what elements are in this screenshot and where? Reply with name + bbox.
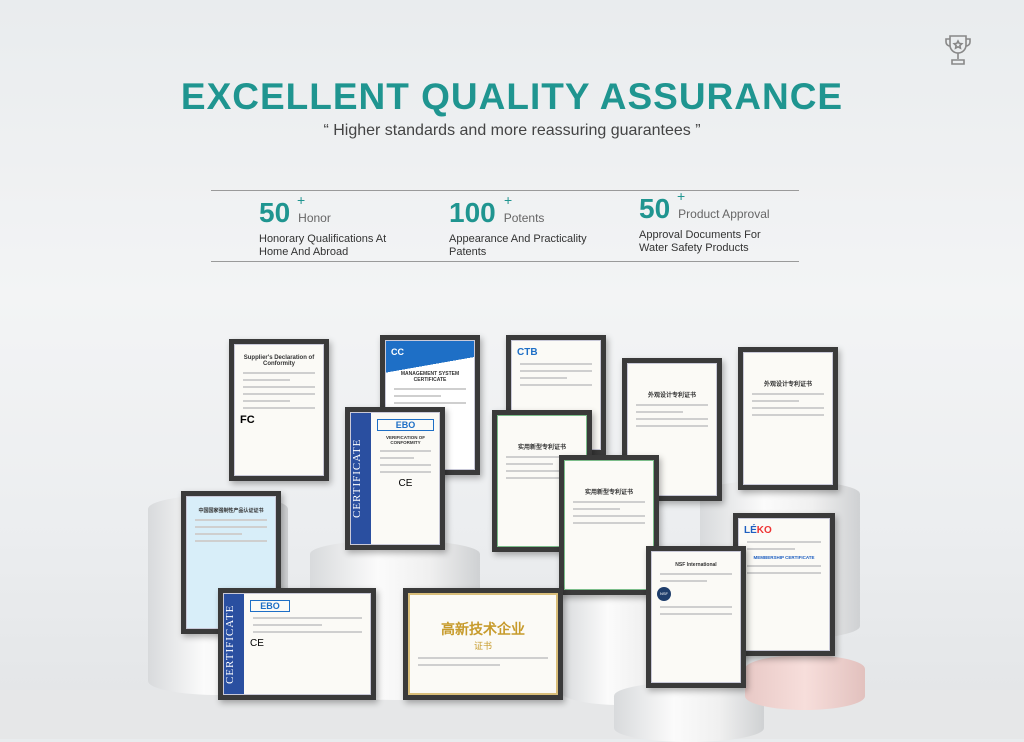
divider [211, 261, 799, 262]
stat-description: Honorary Qualifications At Home And Abro… [259, 233, 387, 258]
cert-title: 高新技术企业 [441, 622, 525, 638]
stat-unit: Potents [503, 211, 545, 225]
cc-logo: CC [391, 347, 404, 357]
stat-description: Approval Documents For Water Safety Prod… [639, 229, 761, 254]
cert-title: 外观设计专利证书 [763, 382, 812, 388]
pedestal-pink [745, 655, 865, 710]
stat-unit: Product Approval [678, 207, 770, 221]
cert-title: Supplier's Declaration of Conformity [243, 355, 315, 367]
certificate-utility-patent: 实用新型专利证书 [559, 455, 659, 595]
ebo-logo: EBO [377, 419, 434, 431]
ctb-logo: CTB [517, 347, 538, 358]
cert-title: VERIFICATION OF CONFORMITY [386, 435, 425, 445]
nsf-logo: NSF [657, 587, 671, 601]
cert-title: MEMBERSHIP CERTIFICATE [753, 555, 815, 560]
plus: + [297, 192, 306, 208]
cert-side-label: CERTIFICATE [224, 594, 244, 694]
ce-mark: CE [250, 638, 264, 649]
plus: + [677, 188, 686, 204]
certificate-nsf: NSF International NSF [646, 546, 746, 688]
cert-subtitle: 证书 [473, 641, 492, 651]
stat-number: 100 [449, 197, 496, 228]
stat-number: 50 [259, 197, 291, 228]
plus: + [504, 192, 513, 208]
certificate-ebo-ce: CERTIFICATE EBO CE [218, 588, 376, 700]
certificate-high-tech-enterprise: 高新技术企业 证书 [403, 588, 563, 700]
certificate-ebo-verification: CERTIFICATE EBO VERIFICATION OF CONFORMITY… [345, 407, 445, 550]
pedestal [614, 682, 764, 742]
stat-description: Appearance And Practicality Patents [449, 233, 587, 258]
stat-honor: 50 + Honor Honorary Qualifications At Home… [259, 192, 389, 259]
stat-patents: 100 + Potents Appearance And Practicality … [449, 192, 619, 259]
stat-product-approval: 50 + Product Approval Approval Documents F… [639, 188, 789, 255]
certificate-leko-membership: LÉKO MEMBERSHIP CERTIFICATE [733, 513, 835, 656]
cert-title: 中国国家强制性产品认证证书 [198, 508, 264, 514]
cert-title: 实用新型专利证书 [584, 490, 633, 496]
certificate-design-patent: 外观设计专利证书 [738, 347, 838, 490]
page-subtitle: “ Higher standards and more reassuring g… [323, 122, 701, 139]
cert-title: 实用新型专利证书 [517, 445, 566, 451]
cert-title: MANAGEMENT SYSTEM CERTIFICATE [400, 371, 460, 383]
stat-unit: Honor [298, 211, 331, 225]
fcc-logo: FC [240, 414, 255, 426]
certificate-fcc: Supplier's Declaration of Conformity FC [229, 339, 329, 481]
cert-title: 外观设计专利证书 [647, 393, 696, 399]
stat-number: 50 [639, 193, 671, 224]
ebo-logo: EBO [250, 600, 290, 612]
cert-side-label: CERTIFICATE [351, 413, 371, 544]
cert-title: NSF International [675, 562, 717, 568]
divider [211, 190, 799, 191]
ce-mark: CE [398, 478, 413, 489]
trophy-icon [945, 35, 971, 65]
page-title: EXCELLENT QUALITY ASSURANCE [180, 76, 844, 117]
leko-logo: LÉKO [744, 525, 772, 536]
